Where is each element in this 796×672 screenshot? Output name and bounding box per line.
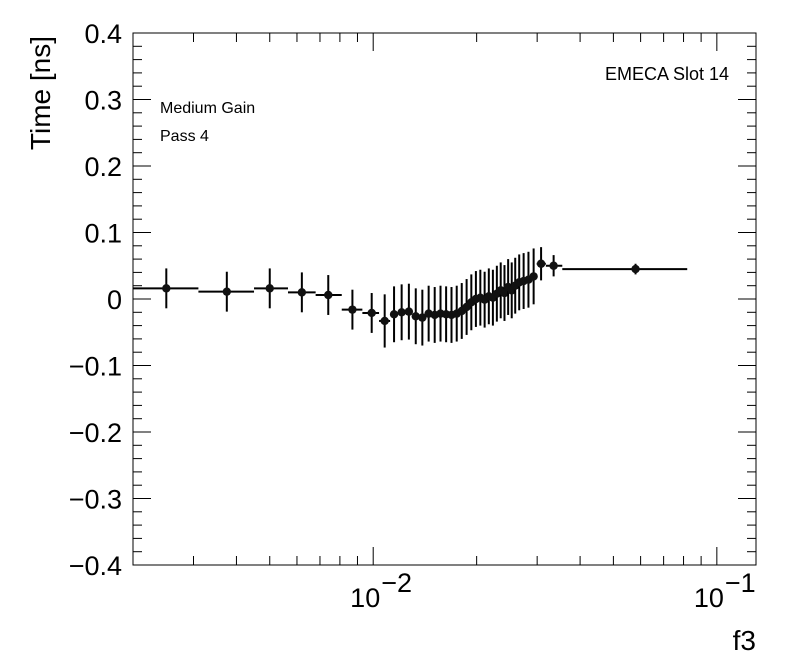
- data-point: [341, 289, 363, 330]
- point-marker: [389, 310, 399, 319]
- y-tick-label: −0.4: [69, 551, 122, 581]
- point-marker: [297, 288, 307, 297]
- data-point: [562, 263, 688, 275]
- x-tick-label: 10: [694, 583, 724, 613]
- y-tick-label: 0.1: [84, 219, 122, 249]
- point-marker: [380, 316, 389, 326]
- point-marker: [631, 264, 640, 274]
- axis-ticks: [132, 32, 756, 566]
- point-marker: [397, 308, 406, 317]
- data-point: [404, 283, 414, 340]
- y-tick-label: 0.4: [84, 19, 122, 49]
- tick-labels: 0.40.30.20.10−0.1−0.2−0.3−0.410 −2 10 −1: [69, 19, 756, 613]
- data-point: [418, 289, 427, 346]
- point-marker: [411, 312, 420, 321]
- x-axis-title: f3: [733, 625, 756, 656]
- point-marker: [404, 307, 414, 316]
- annotation-detector-slot: EMECA Slot 14: [605, 64, 729, 84]
- data-point: [133, 268, 199, 309]
- x-tick-label-exponent: −1: [725, 568, 756, 598]
- point-marker: [265, 284, 274, 293]
- point-marker: [529, 272, 538, 281]
- data-point: [315, 275, 342, 315]
- data-point: [362, 293, 380, 333]
- y-tick-label: 0.2: [84, 152, 122, 182]
- data-point: [389, 286, 399, 343]
- point-marker: [324, 290, 333, 300]
- annotation-pass: Pass 4: [160, 128, 209, 145]
- y-tick-label: 0.3: [84, 86, 122, 116]
- data-point: [436, 285, 445, 342]
- annotation-medium-gain: Medium Gain: [160, 100, 255, 117]
- point-marker: [367, 308, 376, 318]
- point-marker: [418, 313, 427, 322]
- data-point: [397, 284, 406, 341]
- point-marker: [162, 284, 171, 293]
- y-tick-label: −0.2: [69, 418, 122, 448]
- y-axis-title: Time [ns]: [25, 36, 56, 150]
- data-point: [198, 271, 255, 312]
- point-marker: [549, 261, 558, 270]
- data-point: [287, 272, 316, 313]
- data-point: [379, 294, 391, 348]
- data-series: [133, 247, 688, 348]
- y-tick-label: −0.1: [69, 352, 122, 382]
- data-point: [492, 265, 502, 322]
- x-tick-label-exponent: −2: [381, 568, 412, 598]
- data-point: [545, 255, 563, 277]
- y-tick-label: −0.3: [69, 485, 122, 515]
- data-point: [529, 248, 538, 305]
- point-marker: [348, 305, 357, 314]
- point-marker: [536, 259, 546, 268]
- data-point: [411, 288, 420, 345]
- x-tick-label: 10: [350, 583, 380, 613]
- y-tick-label: 0: [107, 285, 122, 315]
- data-point: [254, 268, 288, 309]
- point-marker: [222, 287, 232, 296]
- data-point: [536, 247, 546, 281]
